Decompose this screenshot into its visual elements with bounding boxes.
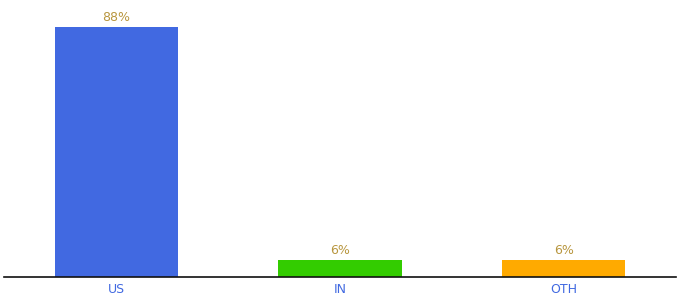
- Bar: [54, 27, 177, 277]
- Bar: [503, 260, 626, 277]
- Text: 6%: 6%: [330, 244, 350, 257]
- Bar: [278, 260, 402, 277]
- Text: 6%: 6%: [554, 244, 574, 257]
- Text: 88%: 88%: [102, 11, 130, 23]
